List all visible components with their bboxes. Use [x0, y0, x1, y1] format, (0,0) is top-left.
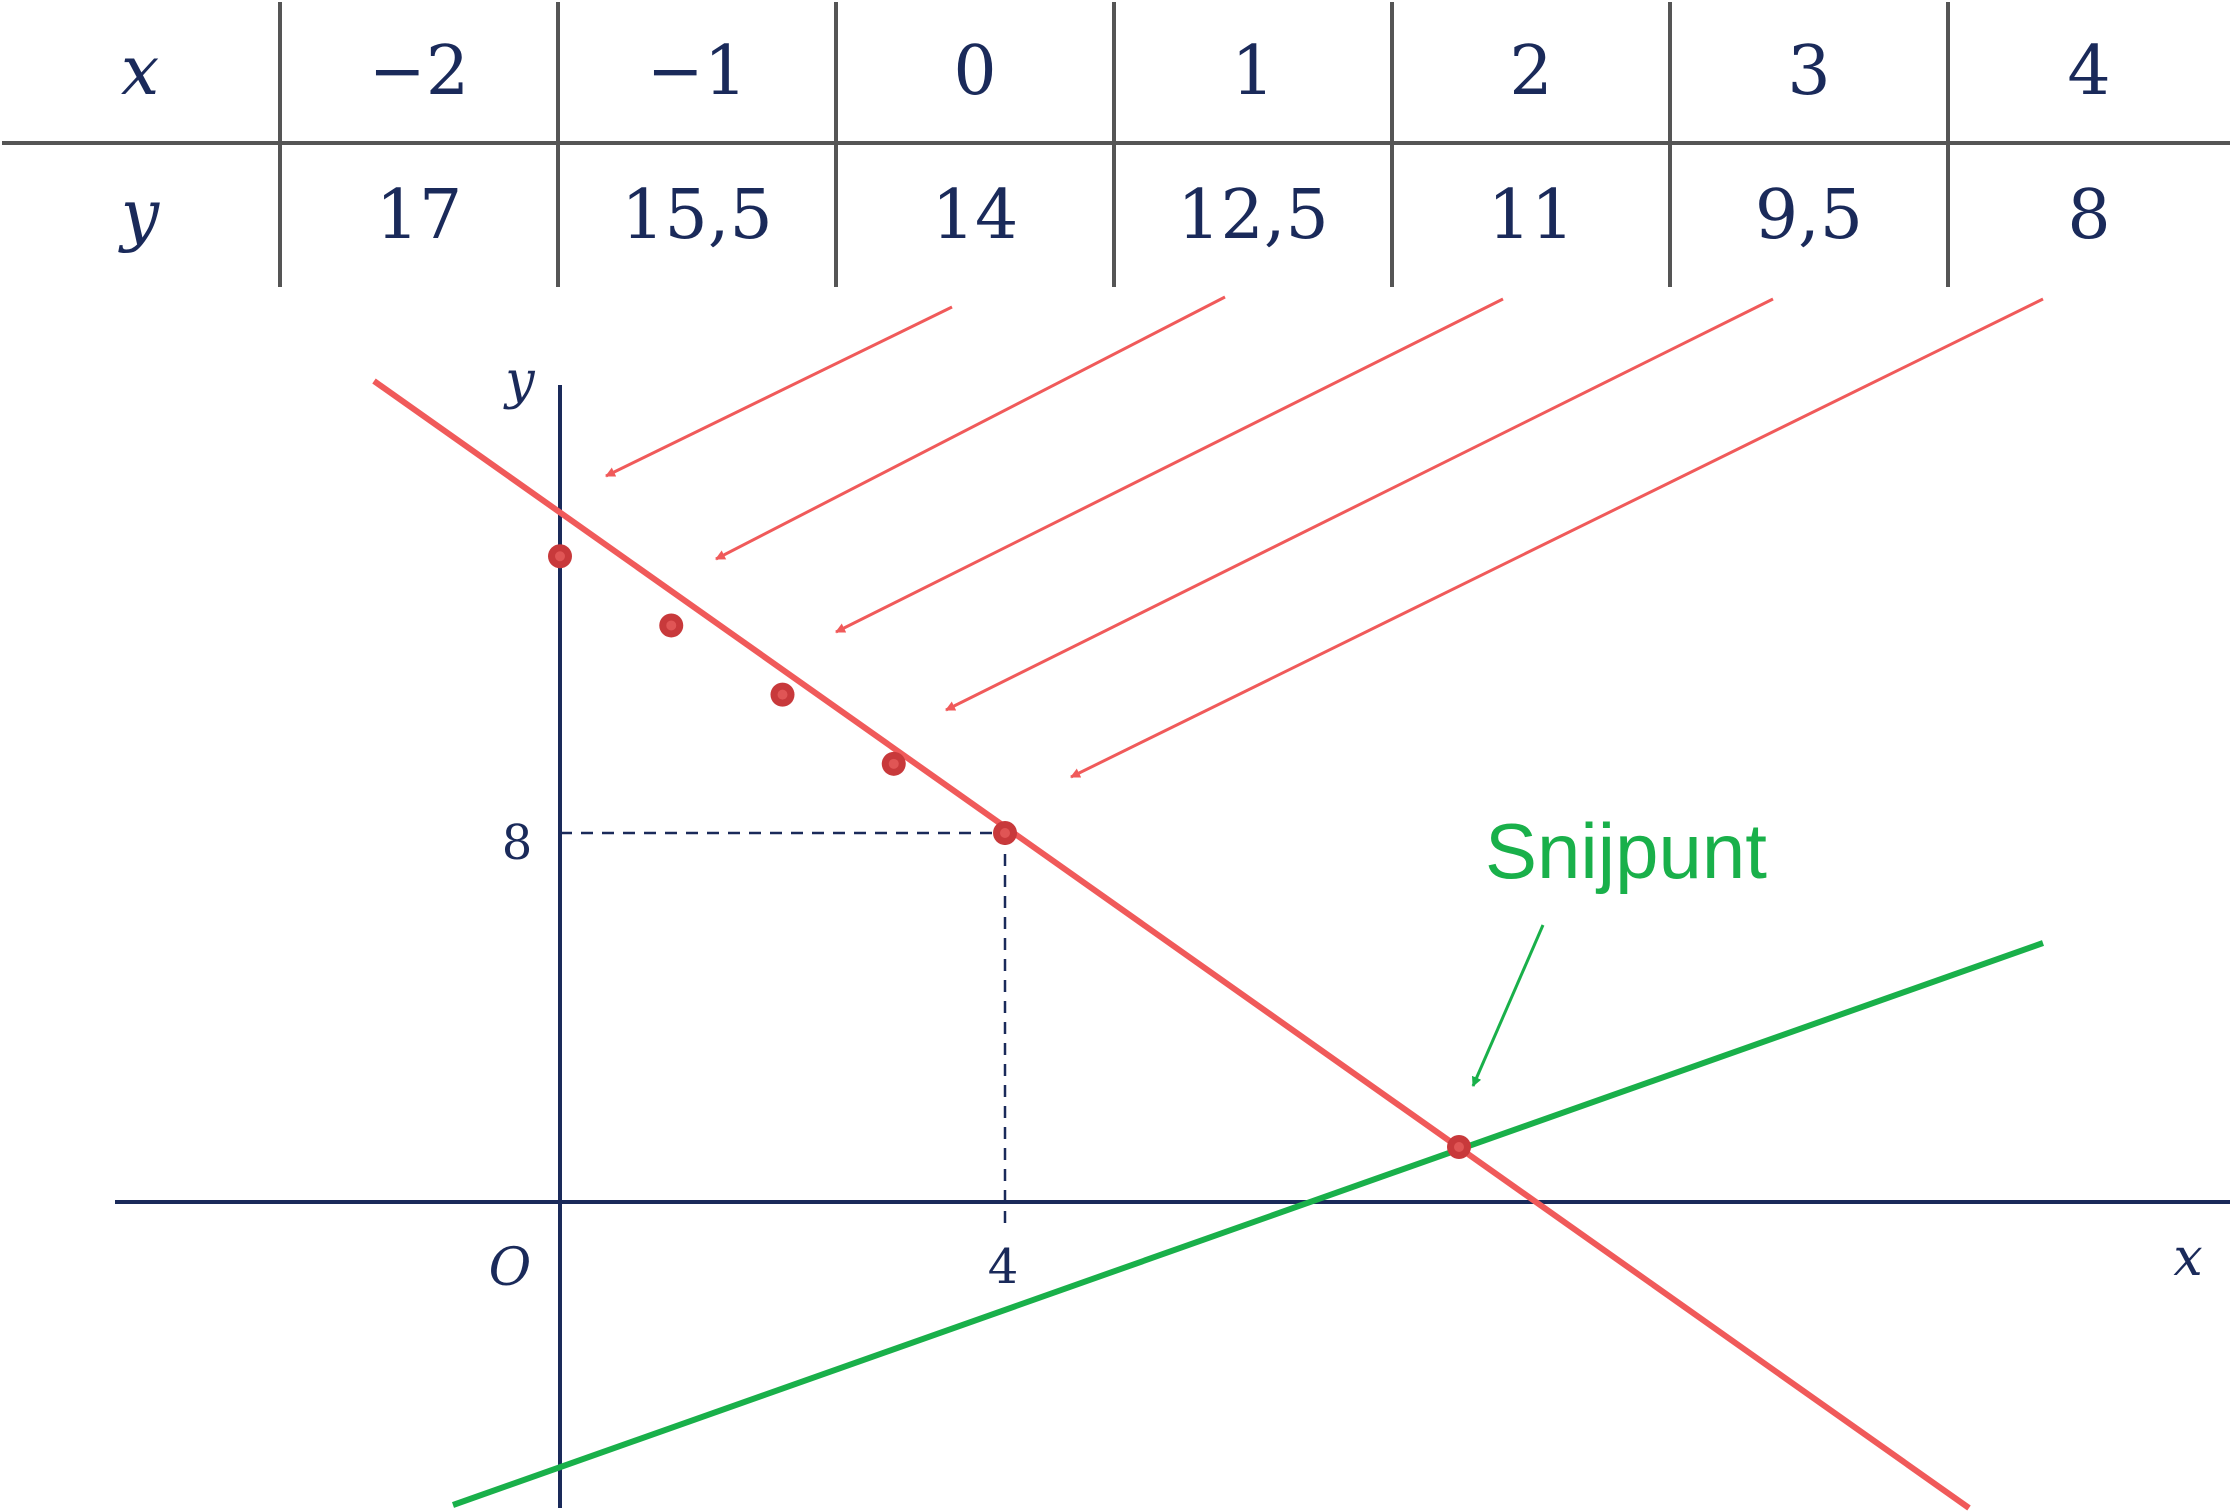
intersection-point-inner — [1454, 1142, 1464, 1152]
pointer-arrow — [835, 297, 1504, 634]
table-y-cell: 15,5 — [621, 176, 772, 255]
data-point-center — [777, 689, 788, 700]
value-table: x y −2 −1 0 1 2 3 4 17 15,5 14 12,5 11 9… — [2, 2, 2230, 287]
x-axis-label: x — [2173, 1228, 2202, 1288]
table-y-cell: 8 — [2067, 176, 2110, 255]
table-y-cell: 12,5 — [1177, 176, 1328, 255]
y-tick-label: 8 — [502, 815, 533, 871]
table-x-cell: 2 — [1509, 32, 1552, 111]
red-line — [372, 378, 1971, 1511]
table-y-cell: 11 — [1488, 176, 1575, 255]
origin-label: O — [489, 1238, 532, 1298]
data-point-center — [1000, 828, 1010, 838]
table-x-cell: 3 — [1787, 32, 1830, 111]
table-x-cell: −2 — [369, 32, 469, 111]
pointer-arrow — [945, 297, 1774, 712]
data-point-center — [888, 758, 899, 769]
table-x-cell: 0 — [953, 32, 996, 111]
pointer-arrow — [1070, 297, 2044, 779]
intersection-point — [1447, 1135, 1471, 1159]
table-y-cell: 17 — [376, 176, 463, 255]
data-point-center — [666, 620, 677, 631]
table-y-cell: 14 — [932, 176, 1019, 255]
coordinate-system: y x O 8 4 — [115, 351, 2230, 1508]
data-points — [548, 544, 1017, 845]
pointer-arrow — [605, 305, 953, 478]
x-tick-label: 4 — [988, 1239, 1019, 1295]
table-x-cell: 1 — [1231, 32, 1274, 111]
annotation-arrow — [1471, 924, 1545, 1087]
pointer-arrow — [715, 295, 1226, 561]
table-x-cell: 4 — [2067, 32, 2110, 111]
table-y-header: y — [118, 176, 161, 255]
table-x-header: x — [121, 32, 159, 111]
data-point-center — [555, 551, 565, 562]
green-line — [452, 940, 2044, 1508]
table-y-cell: 9,5 — [1755, 176, 1863, 255]
intersection-annotation: Snijpunt — [1485, 807, 1767, 895]
table-x-cell: −1 — [647, 32, 747, 111]
y-axis-label: y — [503, 351, 535, 411]
pointer-arrows — [605, 295, 2044, 779]
